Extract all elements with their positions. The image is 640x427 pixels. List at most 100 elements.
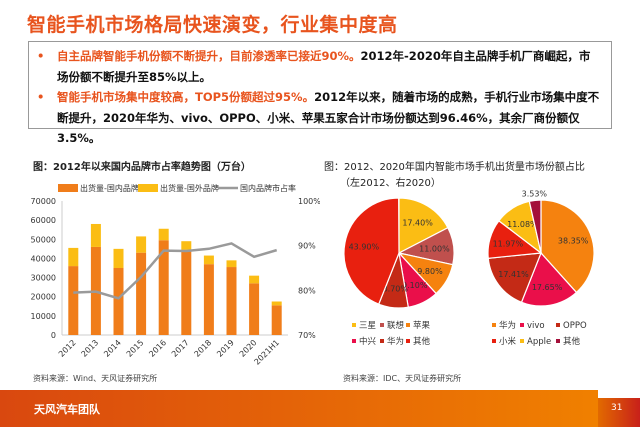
bar-foreign bbox=[203, 255, 214, 265]
x-tick-label: 2016 bbox=[147, 338, 168, 359]
bullet-dot: • bbox=[37, 49, 45, 63]
y-tick-label: 20000 bbox=[31, 293, 56, 302]
bullet-text: 2012年以来，随着市场的成熟，手机行业市场集中度不断提升，2020年华为、vi… bbox=[57, 90, 600, 145]
legend-label: 华为 bbox=[387, 336, 404, 347]
footer-bar bbox=[0, 390, 598, 427]
pie-label: 38.35% bbox=[558, 237, 589, 246]
pie-chart-subtitle: （左2012、右2020） bbox=[340, 178, 441, 189]
bullet-text: 2012年-2020年自主品牌手机厂商崛起，市场份额不断提升至85%以上。 bbox=[57, 49, 591, 84]
bar-foreign bbox=[249, 275, 260, 284]
y-tick-label: 30000 bbox=[31, 274, 56, 283]
pie-label: 11.97% bbox=[493, 240, 524, 249]
pie-slice bbox=[487, 252, 542, 304]
bullet-highlight: 智能手机市场集中度较高，TOP5份额超过95%。 bbox=[57, 90, 315, 104]
y-tick-label: 10000 bbox=[31, 312, 56, 321]
pie-label: 9.80% bbox=[417, 267, 443, 276]
legend-label: 小米 bbox=[499, 336, 517, 347]
bar-domestic bbox=[136, 252, 147, 335]
bar-domestic bbox=[203, 264, 214, 335]
footer-team: 天风汽车团队 bbox=[34, 403, 100, 416]
bar-foreign bbox=[136, 236, 147, 253]
bar-domestic bbox=[113, 268, 124, 335]
y-tick-label: 0 bbox=[51, 331, 56, 340]
bar-foreign bbox=[113, 248, 124, 268]
y-tick-label: 60000 bbox=[31, 216, 56, 225]
x-tick-label: 2018 bbox=[193, 338, 214, 359]
pie-chart: 17.40% 11.00% 9.80% 9.10%8.70% 43.90% 三星 联想 苹果中… bbox=[343, 189, 595, 347]
bar-domestic bbox=[226, 267, 237, 335]
legend-label: Apple bbox=[527, 337, 551, 347]
bar-chart-title: 图：2012年以来国内品牌市占率趋势图（万台） bbox=[33, 162, 251, 173]
pie-slice bbox=[343, 197, 400, 305]
legend-label: 出货量-国外品牌 bbox=[160, 183, 219, 193]
bar-chart: 出货量-国内品牌 出货量-国外品牌 国内品牌市占率 0 10000 20000 30000 4… bbox=[31, 183, 320, 367]
pie-slice bbox=[520, 251, 578, 307]
y2-tick-label: 70% bbox=[298, 331, 316, 340]
x-tick-label: 2017 bbox=[170, 338, 191, 359]
pie-label: 17.41% bbox=[498, 270, 529, 279]
y2-tick-label: 80% bbox=[298, 286, 316, 295]
legend-label: 其他 bbox=[563, 336, 581, 347]
bar-foreign bbox=[226, 260, 237, 268]
bar-domestic bbox=[181, 249, 192, 335]
bullet-2: • 智能手机市场集中度较高，TOP5份额超过95%。2012年以来，随着市场的成熟… bbox=[37, 87, 601, 149]
bar-foreign bbox=[271, 301, 282, 306]
x-tick-label: 2019 bbox=[215, 338, 236, 359]
y-tick-label: 50000 bbox=[31, 235, 56, 244]
pie-slice bbox=[540, 199, 595, 294]
y2-tick-label: 90% bbox=[298, 242, 316, 251]
bar-domestic bbox=[158, 240, 169, 335]
pie-label: 8.70% bbox=[383, 285, 409, 294]
legend-label: 苹果 bbox=[413, 320, 431, 331]
legend-label: 国内品牌市占率 bbox=[240, 183, 296, 193]
bar-domestic bbox=[68, 266, 79, 335]
bar-domestic bbox=[249, 283, 260, 335]
page-number: 31 bbox=[611, 403, 623, 413]
bar-foreign bbox=[158, 228, 169, 241]
legend-label: 联想 bbox=[387, 320, 405, 331]
legend-label: 出货量-国内品牌 bbox=[80, 183, 139, 193]
legend-label: 中兴 bbox=[359, 336, 377, 347]
pie-chart-source: 资料来源：IDC、天风证券研究所 bbox=[343, 374, 462, 383]
summary-box: • 自主品牌智能手机份额不断提升，目前渗透率已接近90%。2012年-2020年自… bbox=[28, 41, 612, 145]
x-tick-label: 2014 bbox=[102, 338, 123, 359]
share-line bbox=[73, 242, 278, 300]
x-tick-label: 2020 bbox=[238, 338, 259, 359]
bar-foreign bbox=[181, 241, 192, 250]
x-tick-label: 2013 bbox=[80, 338, 101, 359]
legend-swatch bbox=[556, 323, 560, 327]
legend-swatch bbox=[520, 339, 524, 343]
pie-chart-title: 图：2012、2020年国内智能市场手机出货量市场份额占比 bbox=[324, 162, 585, 173]
legend-swatch bbox=[520, 323, 524, 327]
y2-tick-label: 100% bbox=[298, 197, 320, 206]
pie-slice bbox=[398, 197, 449, 254]
legend-swatch bbox=[58, 184, 78, 192]
legend-swatch bbox=[556, 339, 560, 343]
legend-swatch bbox=[492, 339, 496, 343]
legend-label: 华为 bbox=[499, 320, 516, 331]
x-tick-label: 2021H1 bbox=[252, 338, 281, 367]
legend-swatch bbox=[380, 339, 384, 343]
footer-accent bbox=[598, 398, 640, 427]
legend-swatch bbox=[406, 323, 410, 327]
bullet-dot: • bbox=[37, 90, 45, 104]
pie-label: 11.00% bbox=[419, 244, 450, 253]
y-tick-label: 40000 bbox=[31, 254, 56, 263]
pie-label: 43.90% bbox=[349, 242, 380, 251]
bullet-1: • 自主品牌智能手机份额不断提升，目前渗透率已接近90%。2012年-2020年自… bbox=[37, 46, 601, 87]
legend-label: 其他 bbox=[413, 336, 431, 347]
legend-label: vivo bbox=[527, 321, 545, 331]
pie-label: 17.40% bbox=[402, 218, 433, 227]
bar-foreign bbox=[90, 223, 101, 247]
bar-foreign bbox=[68, 247, 79, 267]
bar-domestic bbox=[271, 305, 282, 335]
bullet-highlight: 自主品牌智能手机份额不断提升，目前渗透率已接近90%。 bbox=[57, 49, 361, 63]
legend-swatch bbox=[352, 323, 356, 327]
pie-label: 9.10% bbox=[402, 281, 428, 290]
x-tick-label: 2015 bbox=[125, 338, 146, 359]
pie-label: 17.65% bbox=[532, 283, 563, 292]
legend-swatch bbox=[492, 323, 496, 327]
legend-swatch bbox=[138, 184, 158, 192]
y-tick-label: 70000 bbox=[31, 197, 56, 206]
bar-chart-source: 资料来源：Wind、天风证券研究所 bbox=[33, 374, 158, 383]
